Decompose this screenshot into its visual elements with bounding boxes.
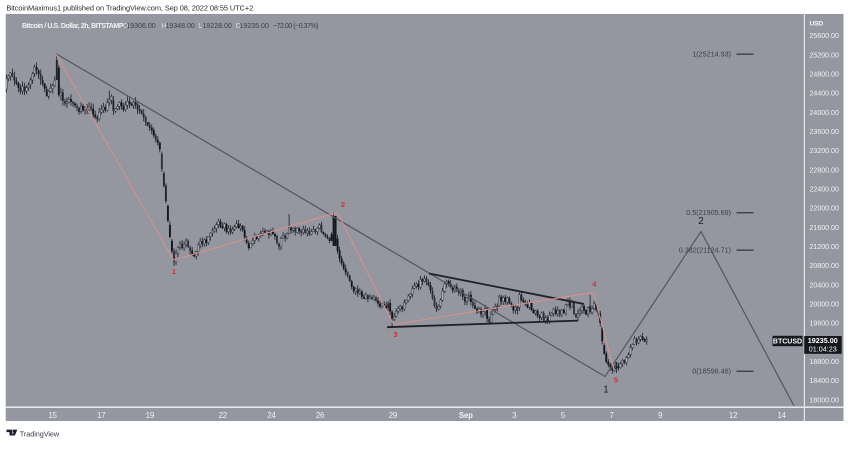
svg-text:0(18596.46): 0(18596.46) bbox=[692, 367, 731, 376]
svg-text:5: 5 bbox=[561, 411, 566, 420]
svg-text:22: 22 bbox=[219, 411, 227, 420]
svg-text:21600.00: 21600.00 bbox=[810, 225, 839, 232]
svg-text:3: 3 bbox=[512, 411, 516, 420]
svg-text:24400.00: 24400.00 bbox=[810, 91, 839, 98]
svg-text:18000.00: 18000.00 bbox=[810, 397, 839, 404]
svg-text:22400.00: 22400.00 bbox=[810, 187, 839, 194]
svg-text:19600.00: 19600.00 bbox=[810, 321, 839, 328]
svg-text:22000.00: 22000.00 bbox=[810, 206, 839, 213]
svg-text:L: L bbox=[199, 23, 203, 30]
svg-text:23600.00: 23600.00 bbox=[810, 129, 839, 136]
svg-text:15: 15 bbox=[49, 411, 58, 420]
svg-text:7: 7 bbox=[610, 411, 614, 420]
svg-text:BitcoinMaximus1 published on T: BitcoinMaximus1 published on TradingView… bbox=[6, 3, 253, 12]
svg-text:24000.00: 24000.00 bbox=[810, 110, 839, 117]
svg-text:19228.00: 19228.00 bbox=[202, 23, 231, 30]
svg-text:C: C bbox=[236, 23, 241, 30]
svg-text:−72.00 (−0.37%): −72.00 (−0.37%) bbox=[273, 23, 318, 30]
svg-text:19: 19 bbox=[146, 411, 154, 420]
svg-text:TradingView: TradingView bbox=[20, 429, 60, 438]
svg-text:USD: USD bbox=[810, 21, 824, 28]
svg-text:4: 4 bbox=[592, 280, 597, 289]
svg-text:19235.00: 19235.00 bbox=[808, 336, 838, 345]
svg-text:25600.00: 25600.00 bbox=[810, 33, 839, 40]
svg-text:O: O bbox=[123, 23, 129, 30]
svg-text:26: 26 bbox=[316, 411, 324, 420]
svg-text:H: H bbox=[162, 23, 167, 30]
svg-text:21200.00: 21200.00 bbox=[810, 244, 839, 251]
svg-text:25200.00: 25200.00 bbox=[810, 52, 839, 59]
svg-text:1: 1 bbox=[172, 267, 176, 276]
svg-text:BTCUSD: BTCUSD bbox=[773, 338, 802, 345]
svg-text:24: 24 bbox=[267, 411, 276, 420]
svg-text:1(25214.93): 1(25214.93) bbox=[692, 50, 731, 59]
svg-text:19348.00: 19348.00 bbox=[165, 23, 194, 30]
svg-text:23200.00: 23200.00 bbox=[810, 148, 839, 155]
svg-text:2: 2 bbox=[341, 200, 345, 209]
svg-text:20800.00: 20800.00 bbox=[810, 263, 839, 270]
svg-text:9: 9 bbox=[658, 411, 662, 420]
svg-text:0.382(21124.71): 0.382(21124.71) bbox=[679, 246, 731, 255]
svg-text:0.5(21905.69): 0.5(21905.69) bbox=[686, 208, 731, 217]
svg-text:14: 14 bbox=[778, 411, 787, 420]
svg-text:19235.00: 19235.00 bbox=[240, 23, 269, 30]
svg-text:Sep: Sep bbox=[459, 411, 473, 420]
svg-text:12: 12 bbox=[729, 411, 737, 420]
svg-text:29: 29 bbox=[389, 411, 397, 420]
svg-text:24800.00: 24800.00 bbox=[810, 71, 839, 78]
svg-text:22800.00: 22800.00 bbox=[810, 167, 839, 174]
svg-text:Bitcoin / U.S. Dollar, 2h, BIT: Bitcoin / U.S. Dollar, 2h, BITSTAMP bbox=[22, 23, 124, 30]
svg-text:18400.00: 18400.00 bbox=[810, 378, 839, 385]
svg-text:19306.00: 19306.00 bbox=[126, 23, 155, 30]
svg-text:1: 1 bbox=[603, 385, 608, 396]
svg-text:20400.00: 20400.00 bbox=[810, 282, 839, 289]
svg-text:20000.00: 20000.00 bbox=[810, 302, 839, 309]
svg-text:18800.00: 18800.00 bbox=[810, 359, 839, 366]
svg-text:2: 2 bbox=[698, 216, 703, 227]
svg-text:17: 17 bbox=[97, 411, 105, 420]
svg-text:3: 3 bbox=[393, 330, 397, 339]
svg-text:01:04:23: 01:04:23 bbox=[809, 345, 837, 354]
svg-text:5: 5 bbox=[614, 376, 618, 385]
